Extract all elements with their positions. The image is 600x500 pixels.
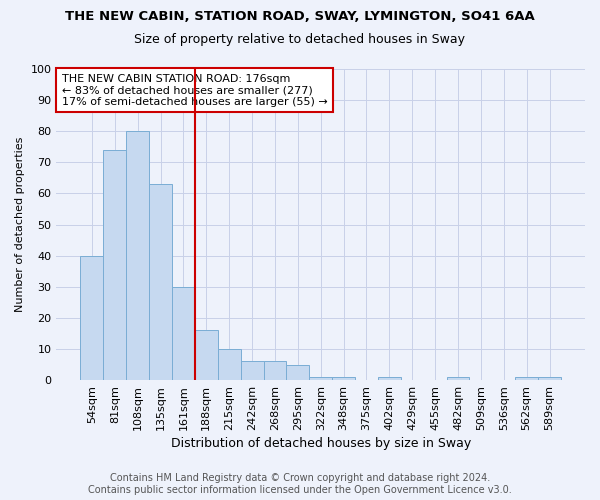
Bar: [538, 377, 561, 380]
Bar: [332, 377, 355, 380]
Bar: [446, 377, 469, 380]
Bar: [195, 330, 218, 380]
Bar: [309, 377, 332, 380]
Text: THE NEW CABIN STATION ROAD: 176sqm
← 83% of detached houses are smaller (277)
17: THE NEW CABIN STATION ROAD: 176sqm ← 83%…: [62, 74, 328, 107]
Bar: [218, 349, 241, 380]
Bar: [515, 377, 538, 380]
Bar: [378, 377, 401, 380]
Bar: [80, 256, 103, 380]
Bar: [149, 184, 172, 380]
Bar: [241, 362, 263, 380]
Bar: [126, 131, 149, 380]
X-axis label: Distribution of detached houses by size in Sway: Distribution of detached houses by size …: [170, 437, 471, 450]
Text: Size of property relative to detached houses in Sway: Size of property relative to detached ho…: [134, 32, 466, 46]
Bar: [286, 364, 309, 380]
Bar: [263, 362, 286, 380]
Bar: [103, 150, 126, 380]
Text: THE NEW CABIN, STATION ROAD, SWAY, LYMINGTON, SO41 6AA: THE NEW CABIN, STATION ROAD, SWAY, LYMIN…: [65, 10, 535, 23]
Bar: [172, 286, 195, 380]
Y-axis label: Number of detached properties: Number of detached properties: [15, 137, 25, 312]
Text: Contains HM Land Registry data © Crown copyright and database right 2024.
Contai: Contains HM Land Registry data © Crown c…: [88, 474, 512, 495]
